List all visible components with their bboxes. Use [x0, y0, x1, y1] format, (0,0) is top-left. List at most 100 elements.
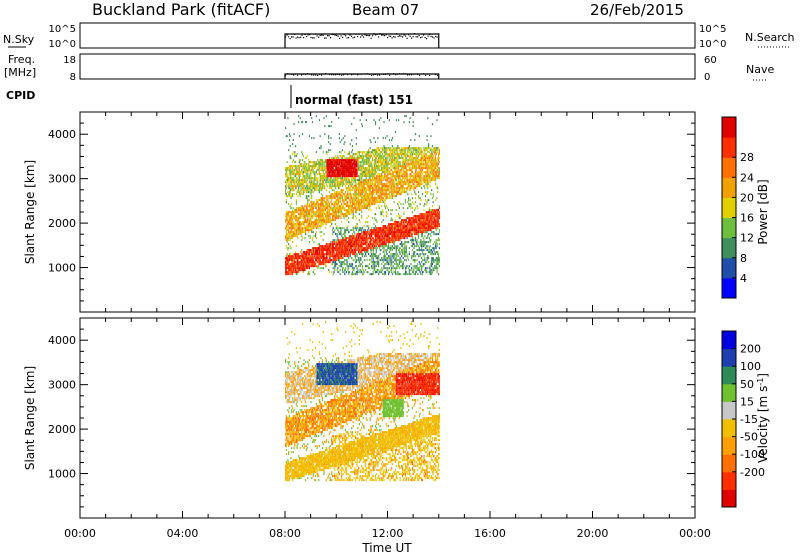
- range-gate-cell: [368, 191, 370, 194]
- range-gate-cell: [357, 233, 359, 236]
- range-gate-cell: [392, 159, 394, 162]
- range-gate-cell: [345, 259, 347, 262]
- freq-point: [405, 73, 407, 75]
- range-gate-cell: [294, 219, 297, 222]
- range-gate-cell: [385, 195, 387, 198]
- range-gate-cell: [328, 173, 330, 176]
- range-gate-cell: [345, 243, 347, 246]
- range-gate-cell: [314, 223, 316, 226]
- range-gate-cell: [314, 175, 317, 178]
- nsky-point: [406, 37, 408, 39]
- range-gate-cell: [362, 247, 364, 250]
- range-gate-cell: [321, 263, 323, 266]
- range-gate-cell: [340, 253, 342, 256]
- range-gate-cell: [314, 189, 316, 192]
- range-gate-cell: [327, 219, 329, 222]
- range-gate-cell: [364, 187, 366, 190]
- range-gate-cell: [286, 257, 288, 260]
- range-gate-cell: [344, 203, 347, 206]
- range-gate-cell: [374, 247, 376, 250]
- range-gate-cell: [371, 267, 374, 270]
- range-gate-cell: [304, 219, 306, 222]
- range-gate-cell: [368, 167, 370, 170]
- range-gate-cell: [344, 195, 346, 198]
- range-gate-cell: [285, 213, 287, 216]
- range-gate-cell: [297, 211, 299, 214]
- range-gate-cell: [367, 229, 369, 232]
- range-gate-cell: [294, 223, 297, 226]
- range-gate-cell: [291, 223, 294, 226]
- range-gate-cell: [348, 267, 350, 270]
- range-gate-cell: [331, 173, 333, 176]
- range-gate-cell: [296, 217, 298, 220]
- range-gate-cell: [286, 267, 288, 270]
- range-gate-cell: [337, 205, 339, 208]
- range-gate-cell: [340, 197, 342, 200]
- range-gate-cell: [291, 233, 293, 236]
- range-gate-cell: [294, 211, 296, 214]
- range-gate-cell: [289, 231, 291, 234]
- range-gate-cell: [314, 171, 316, 174]
- range-gate-cell: [334, 257, 336, 260]
- range-gate-cell: [318, 119, 321, 122]
- range-gate-cell: [390, 241, 392, 244]
- range-gate-cell: [343, 207, 345, 210]
- range-gate-cell: [303, 253, 305, 256]
- range-gate-cell: [306, 169, 308, 172]
- range-gate-cell: [315, 251, 317, 254]
- range-gate-cell: [331, 229, 334, 232]
- freq-point: [297, 74, 299, 76]
- range-gate-cell: [286, 169, 288, 172]
- range-gate-cell: [361, 237, 363, 240]
- range-gate-cell: [334, 161, 337, 164]
- range-gate-cell: [361, 181, 363, 184]
- range-gate-cell: [286, 173, 288, 176]
- range-gate-cell: [369, 255, 371, 258]
- range-gate-cell: [373, 153, 375, 156]
- range-gate-cell: [329, 177, 331, 180]
- range-gate-cell: [319, 205, 321, 208]
- range-gate-cell: [301, 121, 303, 124]
- range-gate-cell: [336, 167, 338, 170]
- range-gate-cell: [369, 185, 371, 188]
- range-gate-cell: [355, 187, 357, 190]
- range-gate-cell: [388, 189, 390, 192]
- range-gate-cell: [314, 263, 316, 266]
- range-gate-cell: [345, 213, 347, 216]
- range-gate-cell: [389, 157, 391, 160]
- range-gate-cell: [382, 137, 384, 140]
- range-gate-cell: [316, 225, 318, 228]
- range-gate-cell: [329, 149, 331, 152]
- range-gate-cell: [391, 185, 394, 188]
- range-gate-cell: [364, 195, 367, 198]
- range-gate-cell: [309, 179, 311, 182]
- range-gate-cell: [346, 159, 348, 162]
- range-gate-cell: [324, 249, 326, 252]
- range-gate-cell: [347, 205, 349, 208]
- range-gate-cell: [286, 195, 288, 198]
- range-gate-cell: [306, 229, 308, 232]
- range-gate-cell: [364, 253, 367, 256]
- range-gate-cell: [288, 171, 291, 174]
- range-gate-cell: [388, 173, 390, 176]
- range-gate-cell: [371, 247, 373, 250]
- range-gate-cell: [366, 231, 368, 234]
- range-gate-cell: [296, 253, 298, 256]
- range-gate-cell: [309, 187, 311, 190]
- range-gate-cell: [330, 175, 332, 178]
- range-gate-cell: [328, 271, 331, 274]
- range-gate-cell: [354, 199, 357, 202]
- range-gate-cell: [341, 235, 343, 238]
- range-gate-cell: [387, 229, 389, 232]
- range-gate-cell: [293, 165, 295, 168]
- range-gate-cell: [371, 167, 374, 170]
- range-gate-cell: [298, 171, 300, 174]
- range-gate-cell: [374, 149, 376, 152]
- range-gate-cell: [294, 227, 296, 230]
- range-gate-cell: [298, 269, 301, 272]
- range-gate-cell: [338, 183, 340, 186]
- range-gate-cell: [351, 251, 354, 254]
- range-gate-cell: [363, 161, 365, 164]
- range-gate-cell: [290, 267, 292, 270]
- range-gate-cell: [384, 169, 386, 172]
